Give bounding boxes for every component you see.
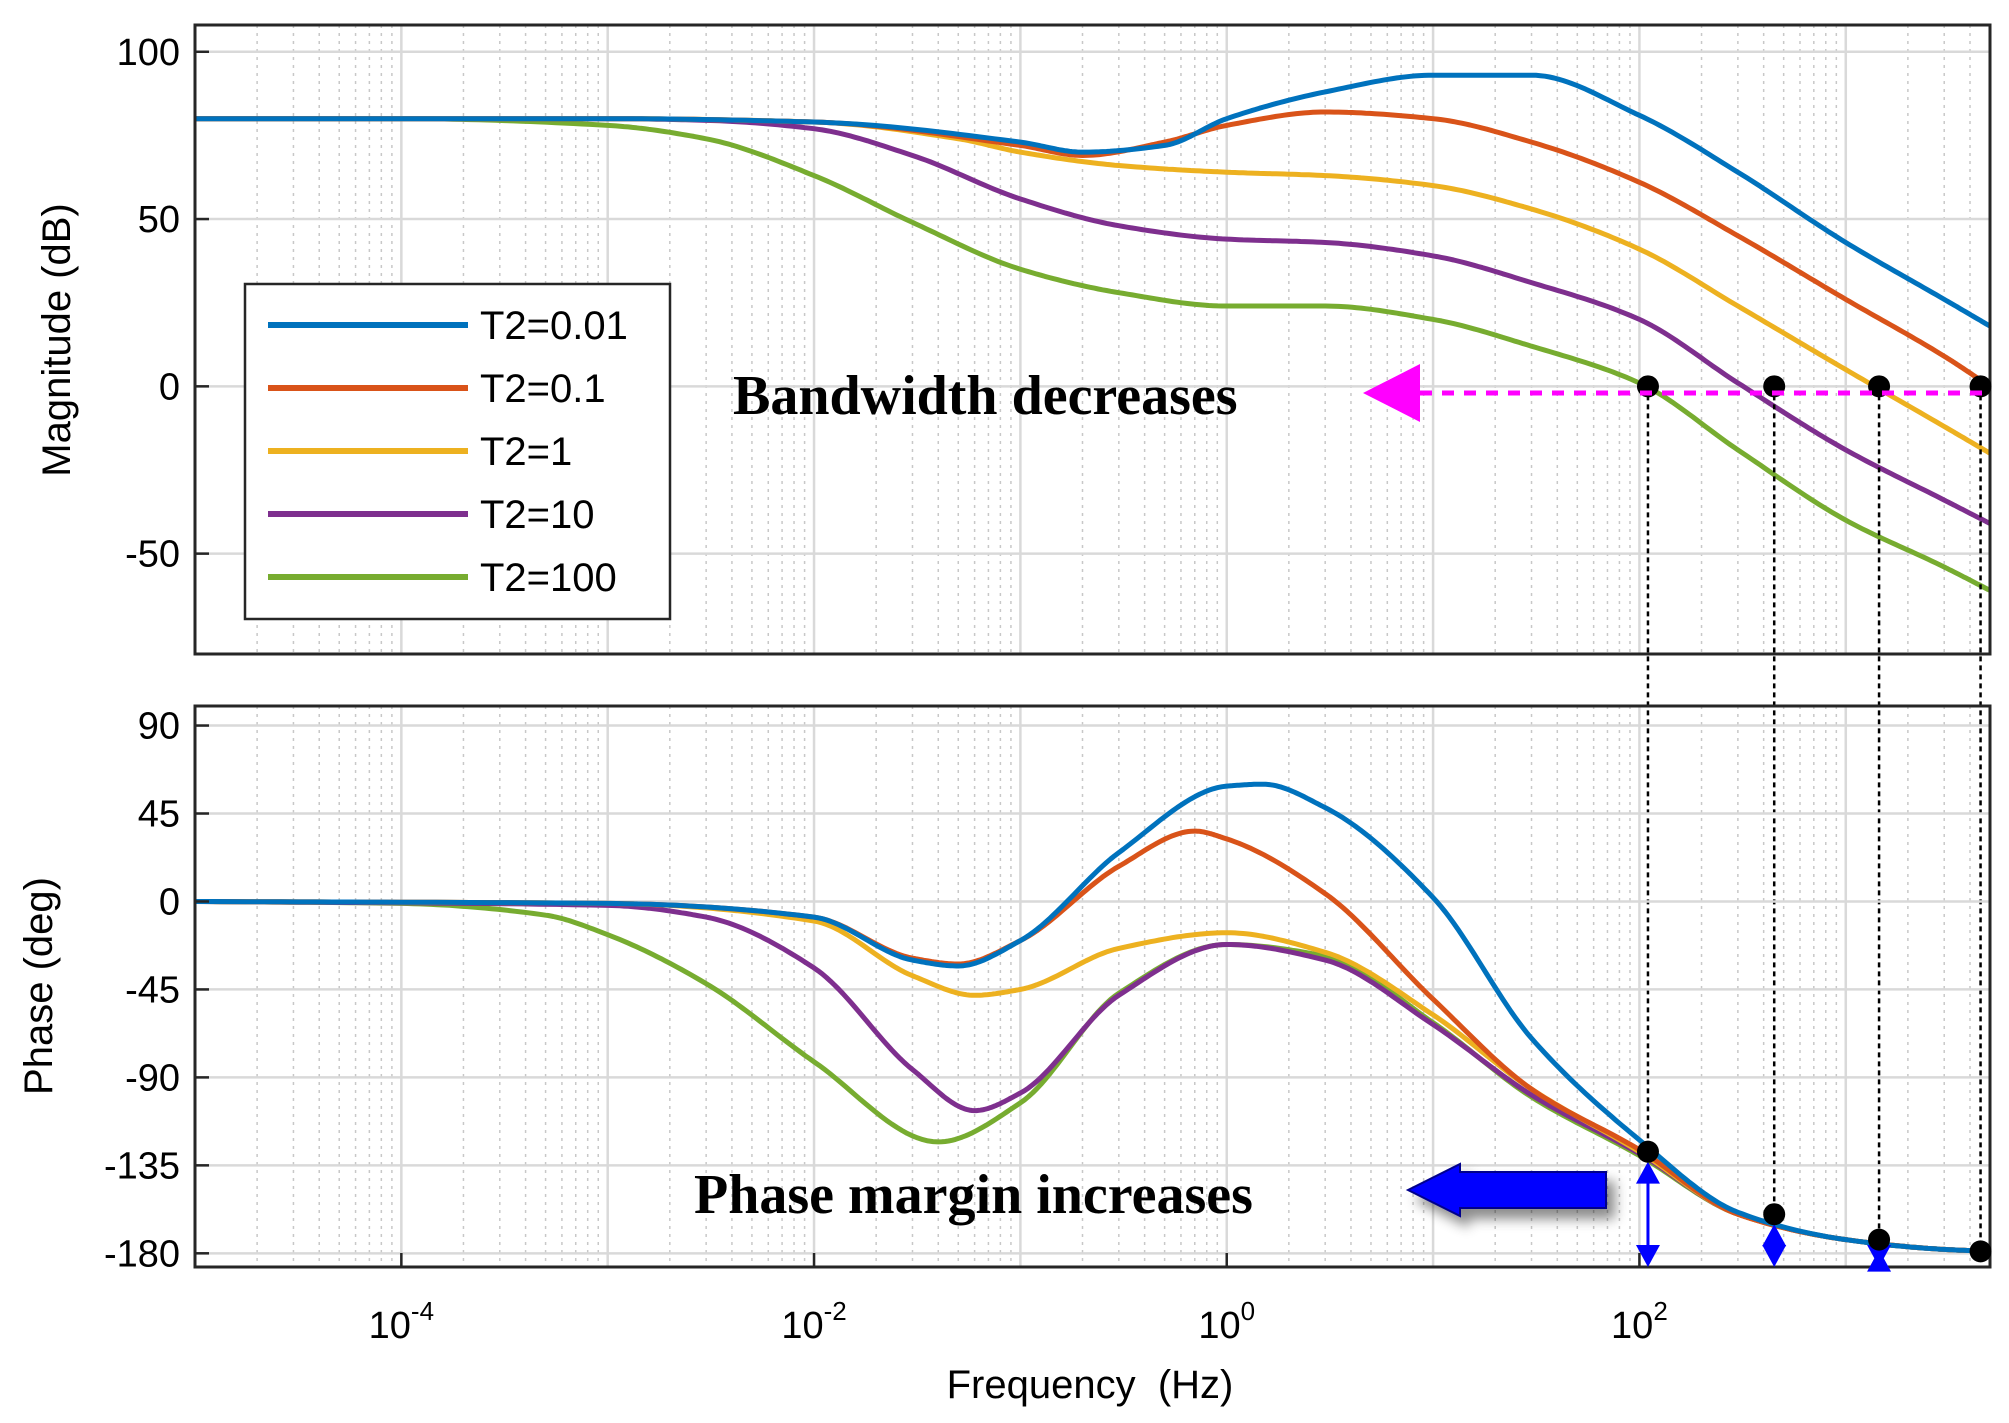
series-line-T2=0.01 (195, 72, 1990, 329)
y-tick-label: 50 (138, 199, 180, 241)
phase-ylabel: Phase (deg) (17, 877, 61, 1095)
legend: T2=0.01 T2=0.1 T2=1 T2=10 T2=100 (243, 282, 672, 621)
x-tick-label: 10-2 (781, 1296, 846, 1347)
legend-label: T2=10 (480, 493, 595, 537)
phase-margin-arrow-up (1635, 1161, 1660, 1184)
magnitude-ylabel: Magnitude (dB) (35, 203, 79, 476)
bandwidth-decreases-text: Bandwidth decreases (733, 365, 1238, 427)
frequency-xlabel: Frequency (Hz) (947, 1363, 1234, 1407)
x-tick-label: 10-4 (369, 1296, 434, 1347)
crossover-marker (1868, 1228, 1891, 1251)
legend-label: T2=0.01 (480, 304, 628, 348)
y-tick-label: 100 (117, 32, 180, 74)
bandwidth-annotation: Bandwidth decreases (733, 364, 1985, 427)
bandwidth-arrow-head (1363, 364, 1420, 422)
series-line-T2=10 (195, 116, 1990, 526)
phase-margin-arrow-down (1635, 1245, 1660, 1267)
magnitude-axes-box (193, 23, 1992, 656)
y-tick-label: 0 (159, 366, 180, 408)
x-tick-label: 102 (1611, 1296, 1668, 1347)
phase-margin-arrow-down (1762, 1245, 1787, 1267)
y-tick-label: -90 (125, 1057, 180, 1099)
phase-margin-arrow-down (1867, 1245, 1892, 1267)
y-tick-label: -180 (104, 1233, 180, 1275)
legend-label: T2=1 (480, 430, 572, 474)
y-tick-label: -50 (125, 534, 180, 576)
phase-margin-arrows (1635, 1161, 1892, 1272)
y-tick-label: -45 (125, 969, 180, 1011)
phase-margin-block-arrow (1405, 1162, 1607, 1218)
y-tick-label: -135 (104, 1145, 180, 1187)
legend-label: T2=100 (480, 556, 617, 600)
phase-crossover-markers (1636, 1140, 1992, 1263)
phase-x-ticks: 10-4 10-2 100 102 (369, 1253, 1668, 1347)
series-line-T2=100 (195, 116, 1990, 593)
phase-margin-arrow-up (1762, 1224, 1787, 1247)
legend-label: T2=0.1 (480, 367, 606, 411)
crossover-marker (1636, 1140, 1659, 1163)
y-tick-label: 90 (138, 706, 180, 748)
phase-margin-annotation: Phase margin increases (694, 1162, 1607, 1226)
magnitude-y-ticks: 100 50 0 -50 (117, 32, 209, 576)
y-tick-label: 45 (138, 794, 180, 836)
crossover-marker (1763, 1203, 1786, 1226)
phase-axes-box (193, 704, 1992, 1269)
y-tick-label: 0 (159, 881, 180, 923)
crossover-marker (1969, 1240, 1992, 1263)
magnitude-series (195, 72, 1990, 593)
x-tick-label: 100 (1198, 1296, 1255, 1347)
phase-y-ticks: 90 45 0 -45 -90 -135 -180 (104, 706, 209, 1275)
phase-margin-increases-text: Phase margin increases (694, 1164, 1253, 1226)
